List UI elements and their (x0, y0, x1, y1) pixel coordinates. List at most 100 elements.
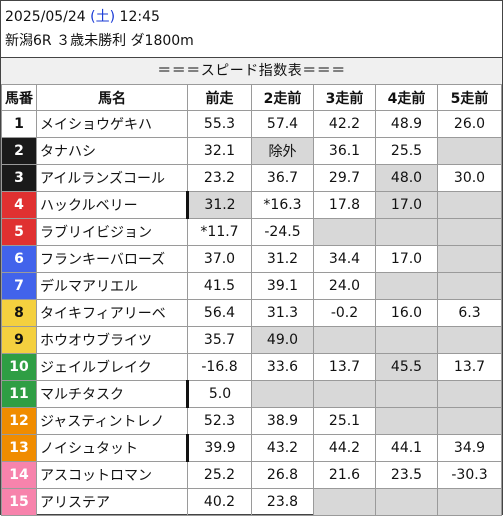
table-title: ＝＝＝スピード指数表＝＝＝ (1, 57, 502, 85)
table-row: 14 アスコットロマン 25.2 26.8 21.6 23.5 -30.3 (1, 461, 502, 489)
horse-name: ノイシュタット (36, 434, 188, 462)
speed-race3: 44.2 (313, 434, 376, 462)
speed-race1: 37.0 (187, 245, 252, 273)
speed-race3: -0.2 (313, 299, 376, 327)
col-header-number: 馬番 (1, 84, 37, 111)
speed-race1: 23.2 (187, 164, 252, 192)
table-row: 11 マルチタスク 5.0 (1, 380, 502, 408)
table-row: 10 ジェイルブレイク -16.8 33.6 13.7 45.5 13.7 (1, 353, 502, 381)
speed-race3: 42.2 (313, 110, 376, 138)
speed-race3: 24.0 (313, 272, 376, 300)
speed-race3 (313, 380, 376, 408)
horse-number: 5 (1, 218, 37, 246)
horse-number: 8 (1, 299, 37, 327)
speed-race1: *11.7 (187, 218, 252, 246)
col-header-name: 馬名 (36, 84, 188, 111)
speed-race2: 33.6 (251, 353, 314, 381)
speed-race2: 26.8 (251, 461, 314, 489)
speed-race2: -24.5 (251, 218, 314, 246)
table-row: 6 フランキーバローズ 37.0 31.2 34.4 17.0 (1, 245, 502, 273)
table-row: 13 ノイシュタット 39.9 43.2 44.2 44.1 34.9 (1, 434, 502, 462)
speed-race2: 57.4 (251, 110, 314, 138)
speed-race5: 30.0 (437, 164, 502, 192)
horse-number: 15 (1, 488, 37, 516)
speed-race1: 40.2 (187, 488, 252, 516)
speed-race4 (375, 488, 438, 516)
speed-race2: 23.8 (251, 488, 314, 516)
speed-race3 (313, 218, 376, 246)
horse-number: 6 (1, 245, 37, 273)
col-header-race1: 前走 (187, 84, 252, 111)
speed-race4 (375, 326, 438, 354)
horse-number: 10 (1, 353, 37, 381)
speed-race2: 31.3 (251, 299, 314, 327)
horse-name: アスコットロマン (36, 461, 188, 489)
speed-race2: *16.3 (251, 191, 314, 219)
speed-race1: 39.9 (186, 434, 252, 462)
horse-name: ハックルベリー (36, 191, 188, 219)
speed-race5 (437, 191, 502, 219)
speed-race5 (437, 218, 502, 246)
horse-name: メイショウゲキハ (36, 110, 188, 138)
speed-race3: 13.7 (313, 353, 376, 381)
horse-number: 7 (1, 272, 37, 300)
speed-race4: 17.0 (375, 245, 438, 273)
speed-index-table: 馬番 馬名 前走 2走前 3走前 4走前 5走前 1 メイショウゲキハ 55.3… (1, 84, 502, 516)
horse-number: 14 (1, 461, 37, 489)
horse-name: アリステア (36, 488, 188, 516)
speed-race5 (437, 272, 502, 300)
speed-race1: 52.3 (187, 407, 252, 435)
speed-race3 (313, 488, 376, 516)
speed-race1: 31.2 (186, 191, 252, 219)
speed-race4: 16.0 (375, 299, 438, 327)
horse-name: タイキフィアリーベ (36, 299, 188, 327)
speed-race2: 36.7 (251, 164, 314, 192)
speed-race3: 21.6 (313, 461, 376, 489)
speed-race4: 17.0 (375, 191, 438, 219)
speed-race5 (437, 488, 502, 516)
horse-number: 12 (1, 407, 37, 435)
race-datetime: 2025/05/24 (土) 12:45 (5, 7, 160, 27)
table-row: 7 デルマアリエル 41.5 39.1 24.0 (1, 272, 502, 300)
horse-number: 3 (1, 164, 37, 192)
speed-race3: 29.7 (313, 164, 376, 192)
race-date: 2025/05/24 (5, 9, 86, 25)
table-row: 9 ホウオウブライツ 35.7 49.0 (1, 326, 502, 354)
speed-race2: 38.9 (251, 407, 314, 435)
speed-race4 (375, 272, 438, 300)
table-row: 1 メイショウゲキハ 55.3 57.4 42.2 48.9 26.0 (1, 110, 502, 138)
race-weekday: (土) (90, 9, 116, 25)
horse-number: 2 (1, 137, 37, 165)
table-row: 5 ラブリイビジョン *11.7 -24.5 (1, 218, 502, 246)
horse-name: タナハシ (36, 137, 188, 165)
horse-name: ジャスティントレノ (36, 407, 188, 435)
speed-race4 (375, 407, 438, 435)
speed-race2: 31.2 (251, 245, 314, 273)
table-row: 8 タイキフィアリーベ 56.4 31.3 -0.2 16.0 6.3 (1, 299, 502, 327)
table-row: 2 タナハシ 32.1 除外 36.1 25.5 (1, 137, 502, 165)
horse-name: デルマアリエル (36, 272, 188, 300)
speed-race4 (375, 218, 438, 246)
race-info: 新潟6R ３歳未勝利 ダ1800m (5, 33, 194, 49)
speed-race5 (437, 245, 502, 273)
speed-race2: 除外 (251, 137, 314, 165)
table-row: 12 ジャスティントレノ 52.3 38.9 25.1 (1, 407, 502, 435)
col-header-race4: 4走前 (375, 84, 438, 111)
horse-name: アイルランズコール (36, 164, 188, 192)
speed-race3 (313, 326, 376, 354)
speed-race3: 25.1 (313, 407, 376, 435)
horse-number: 13 (1, 434, 37, 462)
speed-race4: 48.9 (375, 110, 438, 138)
speed-race5: 13.7 (437, 353, 502, 381)
speed-race5 (437, 137, 502, 165)
speed-race5 (437, 407, 502, 435)
speed-race4 (375, 380, 438, 408)
speed-race2 (251, 380, 314, 408)
table-row: 4 ハックルベリー 31.2 *16.3 17.8 17.0 (1, 191, 502, 219)
speed-race1: -16.8 (187, 353, 252, 381)
speed-race3: 36.1 (313, 137, 376, 165)
speed-race5: 34.9 (437, 434, 502, 462)
speed-race5: -30.3 (437, 461, 502, 489)
col-header-race2: 2走前 (251, 84, 314, 111)
